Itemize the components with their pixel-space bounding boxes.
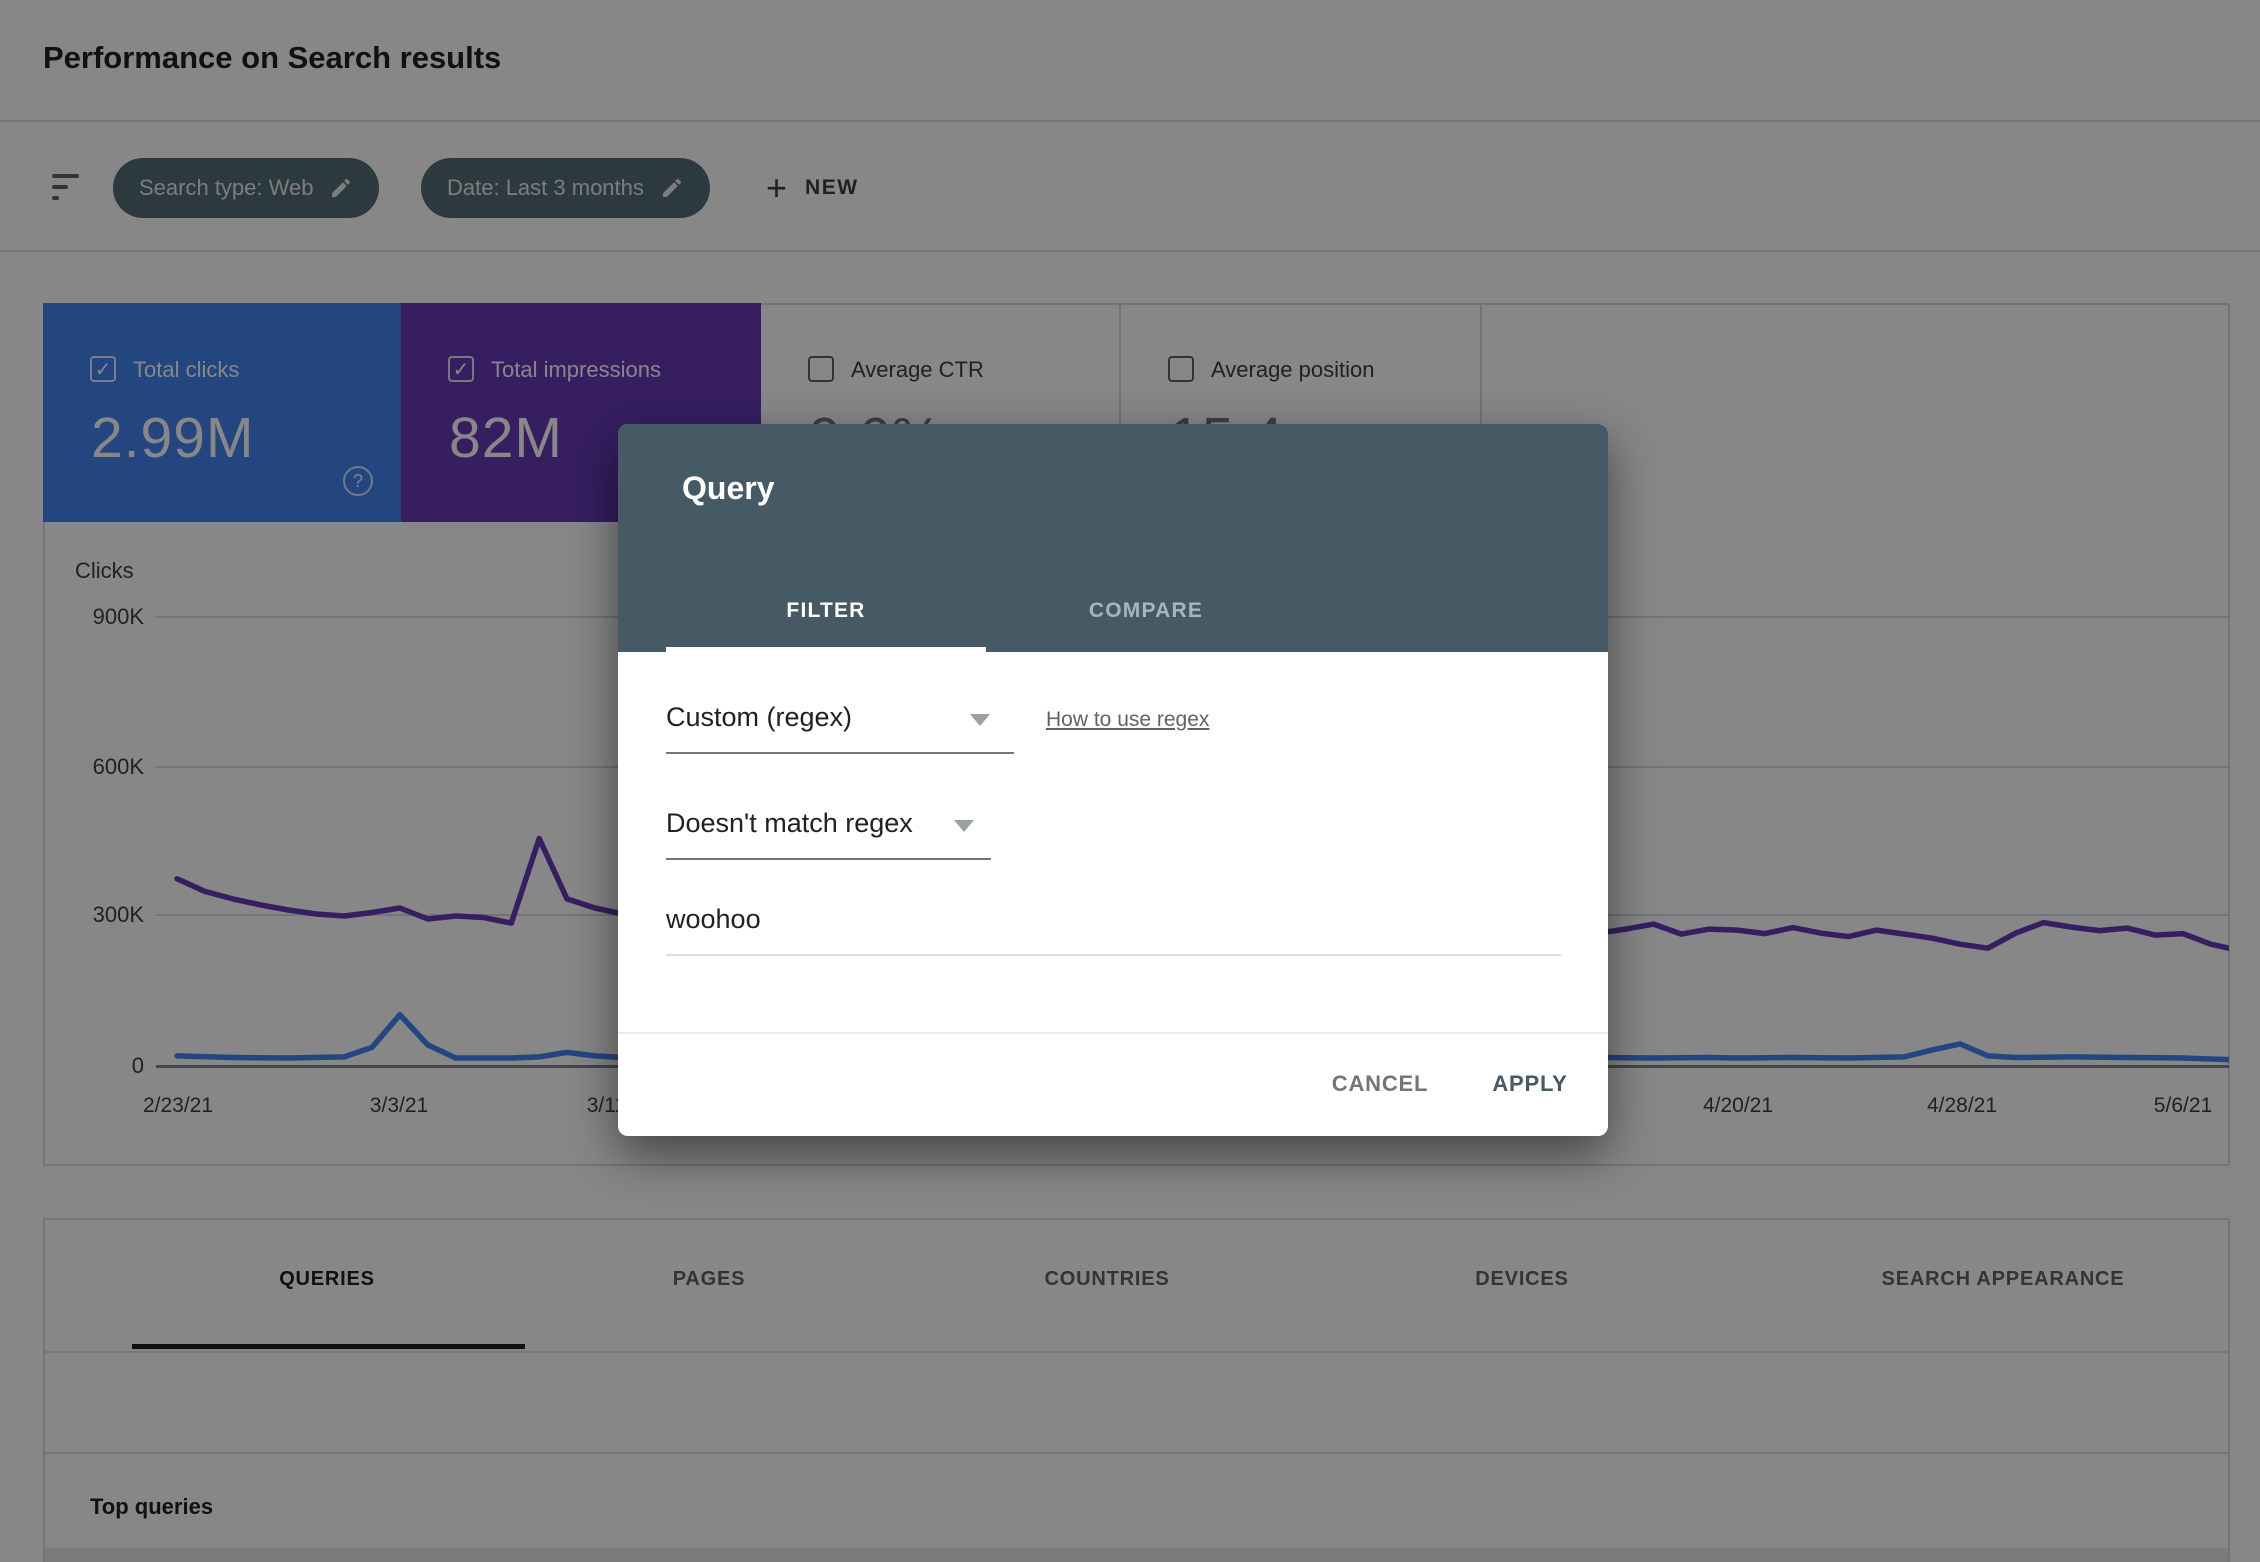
- dimension-select[interactable]: Custom (regex): [666, 702, 852, 733]
- y-tick-label: 0: [131, 1053, 144, 1078]
- dialog-active-tab-underline: [666, 647, 986, 652]
- table-header-strip: [45, 1548, 2228, 1562]
- chevron-down-icon: [970, 714, 990, 726]
- x-tick-label: 5/6/21: [2153, 1094, 2213, 1117]
- checkmark-icon: ✓: [452, 358, 470, 381]
- cancel-button[interactable]: CANCEL: [1310, 1060, 1450, 1108]
- tab-search-appearance[interactable]: SEARCH APPEARANCE: [1881, 1268, 2125, 1290]
- y-axis-title: Clicks: [75, 558, 134, 583]
- edit-pencil-icon: [332, 178, 351, 197]
- metric-label: Average position: [1211, 357, 1375, 382]
- operator-select-underline: [666, 858, 991, 860]
- y-tick-label: 300K: [92, 902, 144, 927]
- page-title: Performance on Search results: [43, 40, 502, 75]
- tab-queries[interactable]: QUERIES: [279, 1268, 375, 1290]
- dialog-footer-divider: [618, 1032, 1608, 1034]
- new-filter-button[interactable]: + NEW: [766, 158, 859, 218]
- x-tick-label: 2/23/21: [142, 1094, 214, 1117]
- plus-icon: +: [766, 167, 788, 208]
- x-tick-label: 3/3/21: [369, 1094, 429, 1117]
- dialog-tab-filter[interactable]: FILTER: [666, 574, 986, 647]
- apply-button[interactable]: APPLY: [1470, 1060, 1590, 1108]
- tabstrip-border: [45, 1351, 2228, 1353]
- section-divider: [45, 1452, 2228, 1454]
- new-filter-label: NEW: [805, 176, 859, 199]
- average-ctr-checkbox[interactable]: [808, 356, 834, 382]
- total-impressions-checkbox[interactable]: ✓: [448, 356, 474, 382]
- date-range-chip-label: Date: Last 3 months: [447, 175, 644, 200]
- dimension-select-underline: [666, 752, 1014, 754]
- tab-countries[interactable]: COUNTRIES: [1044, 1268, 1170, 1290]
- y-tick-label: 900K: [92, 604, 144, 629]
- card-divider: [1119, 303, 1121, 522]
- metric-label: Total clicks: [133, 357, 240, 382]
- query-filter-dialog: Query FILTER COMPARE Custom (regex) How …: [618, 424, 1608, 1136]
- checkmark-icon: ✓: [94, 358, 112, 381]
- tab-devices[interactable]: DEVICES: [1475, 1268, 1569, 1290]
- metric-label: Total impressions: [491, 357, 661, 382]
- help-icon[interactable]: ?: [343, 466, 373, 496]
- card-divider: [1480, 303, 1482, 522]
- metric-value: 2.99M: [91, 406, 255, 470]
- active-tab-underline: [132, 1344, 525, 1349]
- search-type-chip[interactable]: Search type: Web: [113, 158, 380, 218]
- dimensions-table-card: [43, 1218, 2230, 1562]
- operator-select[interactable]: Doesn't match regex: [666, 808, 913, 839]
- chevron-down-icon: [954, 820, 974, 832]
- top-queries-title: Top queries: [90, 1494, 214, 1519]
- y-tick-label: 600K: [92, 754, 144, 779]
- total-clicks-checkbox[interactable]: ✓: [90, 356, 116, 382]
- operator-select-value: Doesn't match regex: [666, 808, 913, 838]
- edit-pencil-icon: [662, 178, 681, 197]
- metric-label: Average CTR: [851, 357, 984, 382]
- dimension-select-value: Custom (regex): [666, 702, 853, 732]
- regex-input-underline: [666, 954, 1561, 956]
- dialog-tab-compare[interactable]: COMPARE: [986, 574, 1306, 647]
- x-tick-label: 4/20/21: [1702, 1094, 1774, 1117]
- date-range-chip[interactable]: Date: Last 3 months: [421, 158, 710, 218]
- filter-list-icon: [52, 174, 80, 204]
- regex-value-input[interactable]: [666, 904, 1561, 935]
- app-header-bar: Performance on Search results: [0, 0, 2260, 122]
- regex-help-link[interactable]: How to use regex: [1046, 708, 1210, 731]
- dialog-header: Query FILTER COMPARE: [618, 424, 1608, 652]
- metric-value: 82M: [449, 406, 563, 470]
- search-type-chip-label: Search type: Web: [139, 175, 314, 200]
- metric-card-total-clicks[interactable]: ✓ Total clicks 2.99M ?: [43, 303, 401, 522]
- tab-pages[interactable]: PAGES: [672, 1268, 746, 1290]
- average-position-checkbox[interactable]: [1168, 356, 1194, 382]
- x-tick-label: 4/28/21: [1926, 1094, 1998, 1117]
- dialog-title: Query: [682, 470, 775, 506]
